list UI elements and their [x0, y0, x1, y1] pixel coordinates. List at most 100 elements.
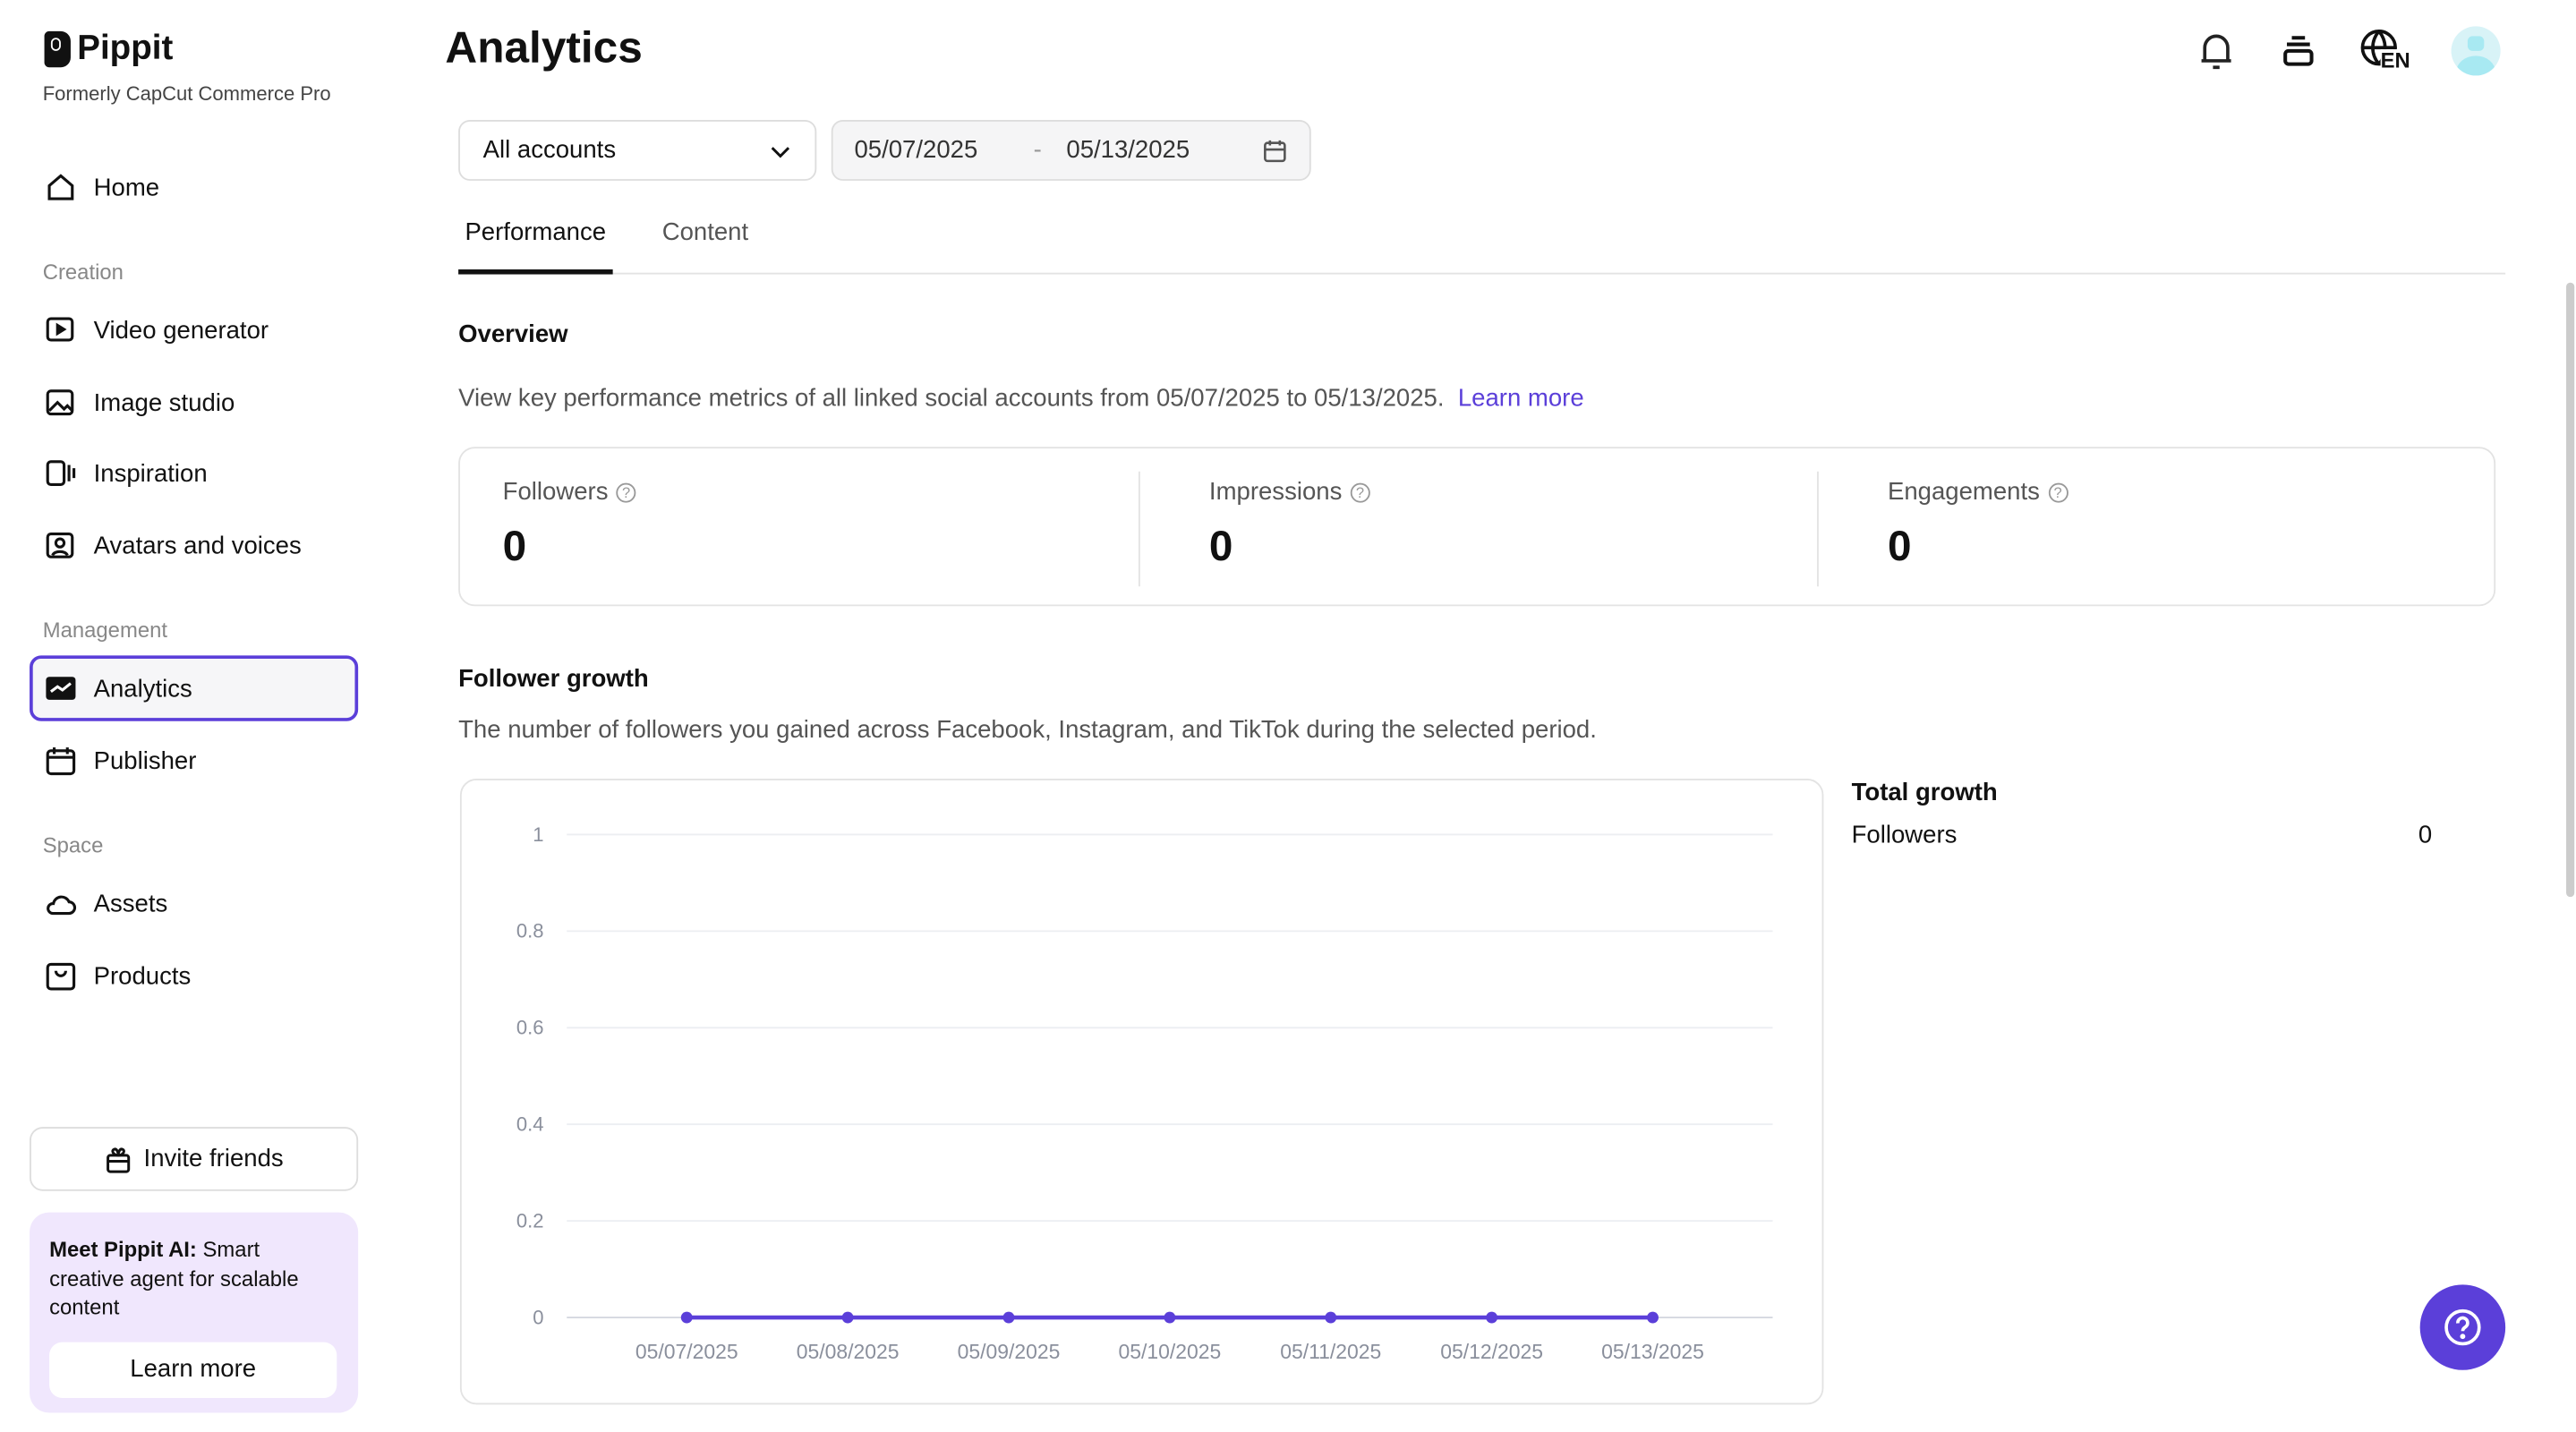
logo[interactable]: Pippit: [44, 30, 174, 69]
tab-performance[interactable]: Performance: [458, 218, 613, 275]
follower-growth-title: Follower growth: [458, 665, 649, 694]
data-point: [841, 1311, 854, 1324]
language-button[interactable]: EN: [2359, 28, 2412, 73]
tab-content[interactable]: Content: [661, 218, 749, 247]
sidebar-item-label: Publisher: [93, 746, 197, 775]
help-button[interactable]: [2419, 1284, 2506, 1370]
sidebar-item-inspiration[interactable]: Inspiration: [30, 440, 358, 506]
y-tick-label: 0.2: [516, 1209, 544, 1232]
section-space: Space: [42, 832, 104, 858]
data-point: [1002, 1311, 1015, 1324]
language-code: EN: [2380, 47, 2410, 72]
total-growth-title: Total growth: [1851, 779, 1998, 807]
x-tick-label: 05/08/2025: [797, 1340, 900, 1363]
chevron-down-icon: [771, 146, 790, 158]
brand-tagline: Formerly CapCut Commerce Pro: [42, 81, 331, 106]
sidebar-item-assets[interactable]: Assets: [30, 871, 358, 936]
metric-value: 0: [1887, 520, 1912, 570]
total-followers-value: 0: [2418, 821, 2433, 849]
data-point: [680, 1311, 693, 1324]
sidebar-item-label: Analytics: [93, 674, 192, 703]
y-tick-label: 0.4: [516, 1113, 544, 1136]
account-select[interactable]: All accounts: [458, 119, 817, 181]
date-from[interactable]: 05/07/2025: [854, 136, 978, 165]
brand-name: Pippit: [77, 30, 174, 68]
overview-description: View key performance metrics of all link…: [458, 385, 1584, 413]
sidebar-item-products[interactable]: Products: [30, 943, 358, 1009]
product-box-icon: [46, 962, 76, 991]
metric-value: 0: [502, 520, 527, 570]
analytics-icon: [46, 677, 76, 700]
metrics-card: Followers? 0 Impressions? 0 Engagements? 0: [458, 447, 2496, 607]
sidebar-item-label: Products: [93, 961, 192, 990]
y-tick-label: 0.8: [516, 920, 544, 942]
follower-growth-chart: 0 0.2 0.4 0.6 0.8 1 05/07/2025 05/08/2025 05/09/…: [516, 823, 1773, 1363]
gift-icon: [107, 1146, 132, 1172]
follower-chart-card: 0 0.2 0.4 0.6 0.8 1 05/07/2025 05/08/2025 05/09/…: [459, 779, 1824, 1405]
divider: [1817, 471, 1819, 587]
bell-icon[interactable]: [2195, 30, 2238, 72]
help-icon[interactable]: ?: [2048, 482, 2068, 502]
x-tick-label: 05/12/2025: [1440, 1340, 1543, 1363]
metric-impressions: Impressions? 0: [1209, 478, 1370, 572]
promo-card: Meet Pippit AI: Smart creative agent for…: [30, 1212, 359, 1413]
promo-text: Smart creative agent for scalable conten…: [49, 1237, 299, 1319]
cloud-icon: [47, 895, 77, 916]
data-point: [1486, 1311, 1498, 1324]
learn-more-link[interactable]: Learn more: [1457, 384, 1584, 413]
x-tick-label: 05/10/2025: [1118, 1340, 1221, 1363]
sidebar-item-image-studio[interactable]: Image studio: [30, 370, 358, 435]
avatar-voice-icon: [46, 532, 74, 558]
help-icon[interactable]: ?: [1350, 482, 1370, 502]
help-icon[interactable]: ?: [616, 482, 636, 502]
video-icon: [46, 317, 74, 342]
metric-value: 0: [1208, 520, 1233, 570]
sidebar-item-label: Avatars and voices: [93, 531, 302, 559]
date-range-picker[interactable]: 05/07/2025 - 05/13/2025: [831, 119, 1311, 181]
y-tick-label: 0.6: [516, 1017, 544, 1039]
sidebar-item-analytics[interactable]: Analytics: [30, 655, 359, 721]
learn-more-button[interactable]: Learn more: [49, 1342, 337, 1399]
sidebar-item-video-generator[interactable]: Video generator: [30, 297, 358, 362]
metric-label: Followers: [502, 478, 609, 507]
sidebar-item-label: Inspiration: [93, 459, 208, 488]
calendar-icon: [1264, 140, 1286, 162]
metric-label: Impressions: [1208, 478, 1343, 507]
overview-title: Overview: [458, 320, 568, 349]
header-actions: EN: [2195, 26, 2501, 76]
page-title: Analytics: [445, 22, 643, 72]
data-point: [1325, 1311, 1337, 1324]
sidebar-item-label: Video generator: [93, 316, 269, 345]
scrollbar[interactable]: [2566, 282, 2575, 898]
total-followers-label: Followers: [1851, 821, 1958, 849]
metric-label: Engagements: [1887, 478, 2040, 507]
invite-label: Invite friends: [143, 1145, 284, 1173]
question-icon: [2444, 1308, 2481, 1346]
sidebar-item-label: Assets: [93, 889, 168, 918]
sidebar-item-publisher[interactable]: Publisher: [30, 728, 358, 793]
y-tick-label: 0: [533, 1306, 543, 1328]
date-separator: -: [1033, 136, 1042, 165]
date-to[interactable]: 05/13/2025: [1066, 136, 1190, 165]
metric-engagements: Engagements? 0: [1888, 478, 2068, 572]
calendar-icon: [46, 747, 76, 776]
x-tick-label: 05/09/2025: [958, 1340, 1061, 1363]
home-icon: [47, 174, 74, 200]
data-point: [1164, 1311, 1176, 1324]
sidebar-item-label: Home: [93, 173, 160, 201]
invite-friends-button[interactable]: Invite friends: [30, 1127, 359, 1191]
avatar[interactable]: [2451, 26, 2501, 76]
overview-text: View key performance metrics of all link…: [458, 384, 1445, 413]
x-tick-label: 05/07/2025: [635, 1340, 738, 1363]
stack-icon[interactable]: [2277, 30, 2320, 72]
section-management: Management: [42, 618, 168, 643]
sidebar-item-home[interactable]: Home: [30, 155, 358, 220]
inspiration-icon: [46, 460, 76, 487]
sidebar-item-label: Image studio: [93, 388, 235, 417]
x-tick-label: 05/11/2025: [1280, 1340, 1381, 1363]
sidebar-item-avatars-voices[interactable]: Avatars and voices: [30, 513, 358, 578]
x-tick-label: 05/13/2025: [1601, 1340, 1704, 1363]
data-point: [1647, 1311, 1659, 1324]
tab-bar: Performance Content: [458, 214, 2506, 275]
